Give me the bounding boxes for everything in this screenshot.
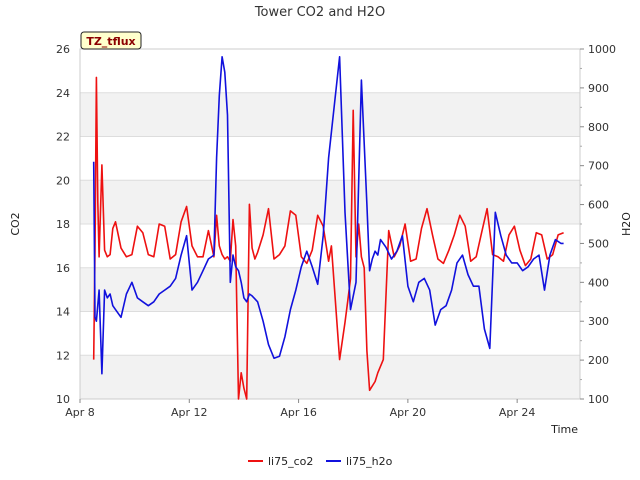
y-left-tick-label: 22 [56,131,70,144]
x-axis-ticks: Apr 8 Apr 12 Apr 16 Apr 20 Apr 24 [65,399,535,419]
y-right-tick-label: 300 [588,315,609,328]
y-right-tick-label: 900 [588,82,609,95]
y-left-tick-label: 24 [56,87,70,100]
x-tick-label: Apr 8 [65,406,95,419]
series-line-li75_h2o [92,55,564,375]
y-left-tick-label: 14 [56,306,70,319]
grid-band [80,92,580,137]
x-tick-label: Apr 20 [390,406,427,419]
y-right-tick-label: 500 [588,237,609,250]
y-right-tick-label: 1000 [588,43,616,56]
x-axis-title: Time [550,423,578,436]
y-right-tick-label: 700 [588,160,609,173]
y-left-tick-label: 12 [56,349,70,362]
grid-band [80,267,580,312]
site-badge: TZ_tflux [80,31,142,50]
legend-label-h2o: li75_h2o [346,455,393,468]
y-left-tick-label: 20 [56,174,70,187]
site-badge-label: TZ_tflux [86,35,135,48]
site-badge-box [80,31,142,50]
y-right-tick-label: 800 [588,121,609,134]
legend: li75_co2 li75_h2o [248,455,393,468]
y-left-tick-label: 16 [56,262,70,275]
x-tick-label: Apr 12 [171,406,208,419]
grid-bands [80,92,580,399]
chart-title: Tower CO2 and H2O [254,5,385,20]
y-right-axis-ticks: 100 200 300 400 500 600 700 800 900 1000 [580,43,616,406]
grid-band [80,180,580,224]
x-tick-label: Apr 16 [280,406,317,419]
y-left-axis-title: CO2 [9,212,22,235]
y-left-tick-label: 26 [56,43,70,56]
y-right-tick-label: 400 [588,276,609,289]
y-right-tick-label: 200 [588,354,609,367]
y-left-axis-ticks: 10 12 14 16 18 20 22 24 26 [56,43,70,406]
y-right-tick-label: 600 [588,199,609,212]
x-tick-label: Apr 24 [499,406,536,419]
grid-band [80,355,580,399]
series-layer [92,55,564,400]
y-left-tick-label: 18 [56,218,70,231]
y-right-tick-label: 100 [588,393,609,406]
y-right-axis-title: H2O [620,212,633,236]
legend-label-co2: li75_co2 [268,455,313,468]
y-left-tick-label: 10 [56,393,70,406]
